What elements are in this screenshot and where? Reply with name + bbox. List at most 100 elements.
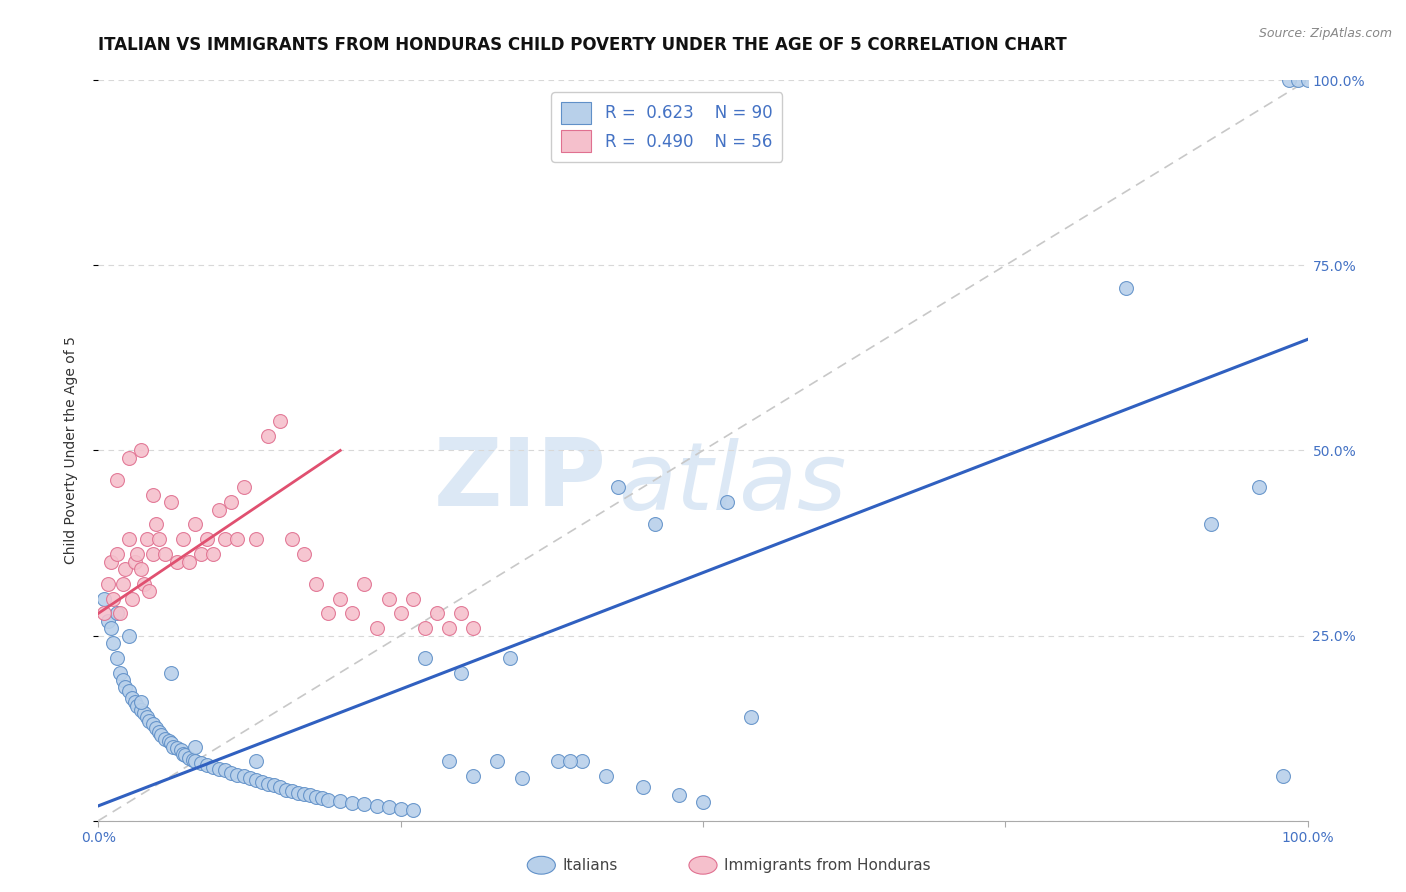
Point (93, 591, 115, 606)
Point (105, 650, 128, 665)
Point (329, 591, 352, 606)
Point (402, 591, 425, 606)
Point (413, 650, 436, 665)
Point (316, 607, 339, 621)
Point (145, 517, 167, 532)
Point (269, 414, 291, 428)
Point (111, 576, 134, 591)
Point (547, 755, 569, 769)
Point (118, 533, 141, 547)
Point (245, 533, 267, 547)
Text: Source: ZipAtlas.com: Source: ZipAtlas.com (1258, 27, 1392, 40)
Point (172, 533, 194, 547)
Point (157, 733, 180, 747)
Point (305, 576, 328, 591)
Point (377, 800, 399, 814)
Point (498, 650, 520, 665)
Point (179, 750, 201, 764)
Point (129, 695, 152, 709)
Point (263, 778, 285, 792)
Point (299, 789, 322, 803)
Point (208, 762, 231, 776)
Point (232, 769, 254, 783)
Point (740, 710, 762, 724)
Point (402, 803, 425, 817)
Legend: R =  0.623    N = 90, R =  0.490    N = 56: R = 0.623 N = 90, R = 0.490 N = 56 (551, 92, 782, 161)
Point (100, 621, 122, 635)
Point (129, 562, 152, 576)
Point (437, 755, 460, 769)
Point (124, 695, 146, 709)
Point (208, 502, 231, 516)
Point (342, 607, 364, 621)
Point (153, 732, 176, 747)
Text: ITALIAN VS IMMIGRANTS FROM HONDURAS CHILD POVERTY UNDER THE AGE OF 5 CORRELATION: ITALIAN VS IMMIGRANTS FROM HONDURAS CHIL… (98, 36, 1067, 54)
Point (111, 673, 134, 687)
Point (274, 782, 297, 797)
Point (97, 614, 120, 628)
Point (214, 764, 236, 778)
Point (179, 555, 201, 569)
Point (644, 517, 666, 532)
Point (184, 517, 207, 532)
Point (256, 776, 278, 791)
Point (105, 607, 128, 621)
Point (226, 768, 249, 782)
Point (668, 788, 690, 802)
Point (101, 591, 124, 606)
Point (118, 628, 141, 642)
Point (631, 780, 654, 795)
Point (190, 547, 212, 561)
Text: ZIP: ZIP (433, 434, 606, 526)
Point (450, 607, 472, 621)
Point (1249, 480, 1271, 494)
Point (127, 698, 149, 713)
Point (221, 495, 243, 509)
Point (105, 473, 128, 487)
Point (172, 747, 194, 761)
Point (595, 769, 617, 783)
Point (148, 533, 170, 547)
Point (571, 755, 593, 769)
Point (142, 547, 165, 561)
Point (353, 576, 375, 591)
Point (105, 547, 128, 561)
Y-axis label: Child Poverty Under the Age of 5: Child Poverty Under the Age of 5 (63, 336, 77, 565)
Point (329, 794, 352, 808)
Point (250, 775, 273, 789)
Point (305, 789, 328, 804)
Point (135, 533, 157, 547)
Text: atlas: atlas (619, 438, 846, 529)
Point (1115, 280, 1137, 294)
Point (269, 780, 291, 795)
Point (510, 771, 533, 785)
Point (108, 607, 131, 621)
Point (160, 665, 183, 680)
Point (114, 681, 136, 695)
Point (129, 703, 152, 717)
Point (138, 584, 160, 599)
Point (134, 706, 156, 721)
Point (153, 547, 176, 561)
Point (124, 555, 146, 569)
Point (239, 771, 262, 785)
Point (169, 743, 191, 757)
Point (142, 717, 165, 731)
Point (377, 591, 399, 606)
Point (190, 756, 212, 770)
Point (226, 533, 249, 547)
Point (426, 607, 449, 621)
Point (160, 495, 183, 509)
Point (366, 621, 388, 635)
Point (1296, 73, 1319, 87)
Point (100, 555, 122, 569)
Point (101, 636, 124, 650)
Point (607, 480, 630, 494)
Point (202, 547, 225, 561)
Point (195, 533, 218, 547)
Point (1272, 769, 1295, 783)
Point (1199, 517, 1222, 532)
Point (311, 791, 333, 805)
Point (134, 576, 156, 591)
Point (148, 724, 170, 739)
